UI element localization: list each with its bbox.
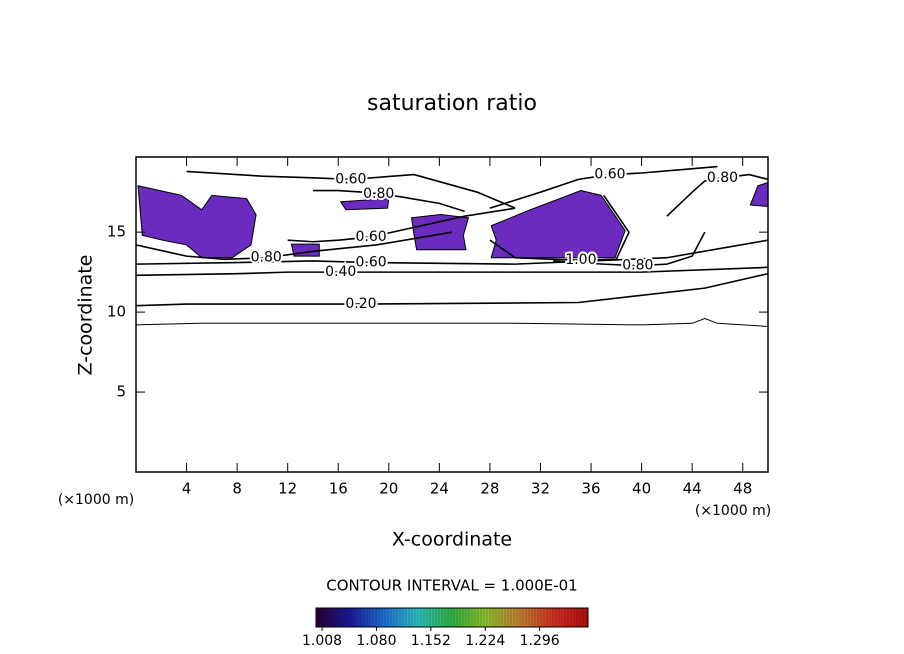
contour-label: 0.60 [335, 171, 366, 187]
x-tick-label: 4 [182, 480, 192, 498]
x-tick-label: 12 [278, 480, 297, 498]
supersaturated-region [749, 182, 768, 208]
colorbar-tick-label: 1.080 [356, 633, 396, 649]
contour-label: 0.40 [325, 264, 356, 280]
x-unit: (×1000 m) [695, 503, 771, 519]
contour-line [136, 272, 768, 307]
x-tick-label: 20 [379, 480, 398, 498]
y-tick-label: 10 [107, 303, 126, 321]
x-tick-label: 40 [632, 480, 651, 498]
contour-label: 0.60 [594, 167, 625, 183]
y-axis-label: Z-coordinate [75, 255, 97, 376]
y-tick-label: 15 [107, 223, 126, 241]
x-tick-label: 32 [531, 480, 550, 498]
contour-line [136, 317, 768, 327]
x-tick-label: 28 [480, 480, 499, 498]
contour-line [136, 239, 768, 265]
colorbar-tick-label: 1.296 [520, 633, 560, 649]
contour-label: 1.00 [565, 252, 596, 268]
contour-label: 0.80 [622, 258, 653, 274]
contour-interval: CONTOUR INTERVAL = 1.000E-01 [326, 577, 577, 595]
supersaturated-region [339, 198, 390, 211]
chart-title: saturation ratio [367, 91, 537, 116]
x-tick-label: 48 [733, 480, 752, 498]
contour-label: 0.60 [356, 229, 387, 245]
contour-line [312, 189, 465, 213]
contour-line [287, 207, 516, 243]
colorbar-tick-label: 1.224 [465, 633, 505, 649]
x-tick-label: 16 [329, 480, 348, 498]
contour-line [553, 231, 706, 267]
x-axis-label: X-coordinate [392, 529, 512, 551]
contour-label: 0.80 [707, 170, 738, 186]
y-tick-label: 5 [116, 383, 126, 401]
contour-line [666, 173, 768, 217]
x-tick-label: 24 [430, 480, 449, 498]
x-tick-label: 44 [683, 480, 702, 498]
contour-line [136, 266, 768, 277]
plot-frame [135, 156, 769, 473]
contour-line [489, 165, 718, 209]
x-tick-label: 36 [581, 480, 600, 498]
contour-line [136, 231, 453, 261]
contour-line [186, 170, 516, 209]
x-tick-label: 8 [232, 480, 242, 498]
contour-label: 0.60 [356, 255, 387, 271]
contour-label: 0.80 [251, 250, 282, 266]
supersaturated-region [410, 214, 470, 251]
contour-label: 0.20 [345, 296, 376, 312]
y-unit: (×1000 m) [58, 492, 134, 508]
contour-line [489, 194, 630, 261]
colorbar [315, 607, 589, 628]
colorbar-tick-label: 1.008 [302, 633, 342, 649]
plot-layer: 0.200.400.600.80 1.000.600.800.60 0.800.80… [136, 165, 768, 327]
supersaturated-region [490, 190, 626, 259]
contour-label: 0.80 [363, 186, 394, 202]
supersaturated-region [137, 185, 257, 259]
colorbar-tick-label: 1.152 [411, 633, 451, 649]
